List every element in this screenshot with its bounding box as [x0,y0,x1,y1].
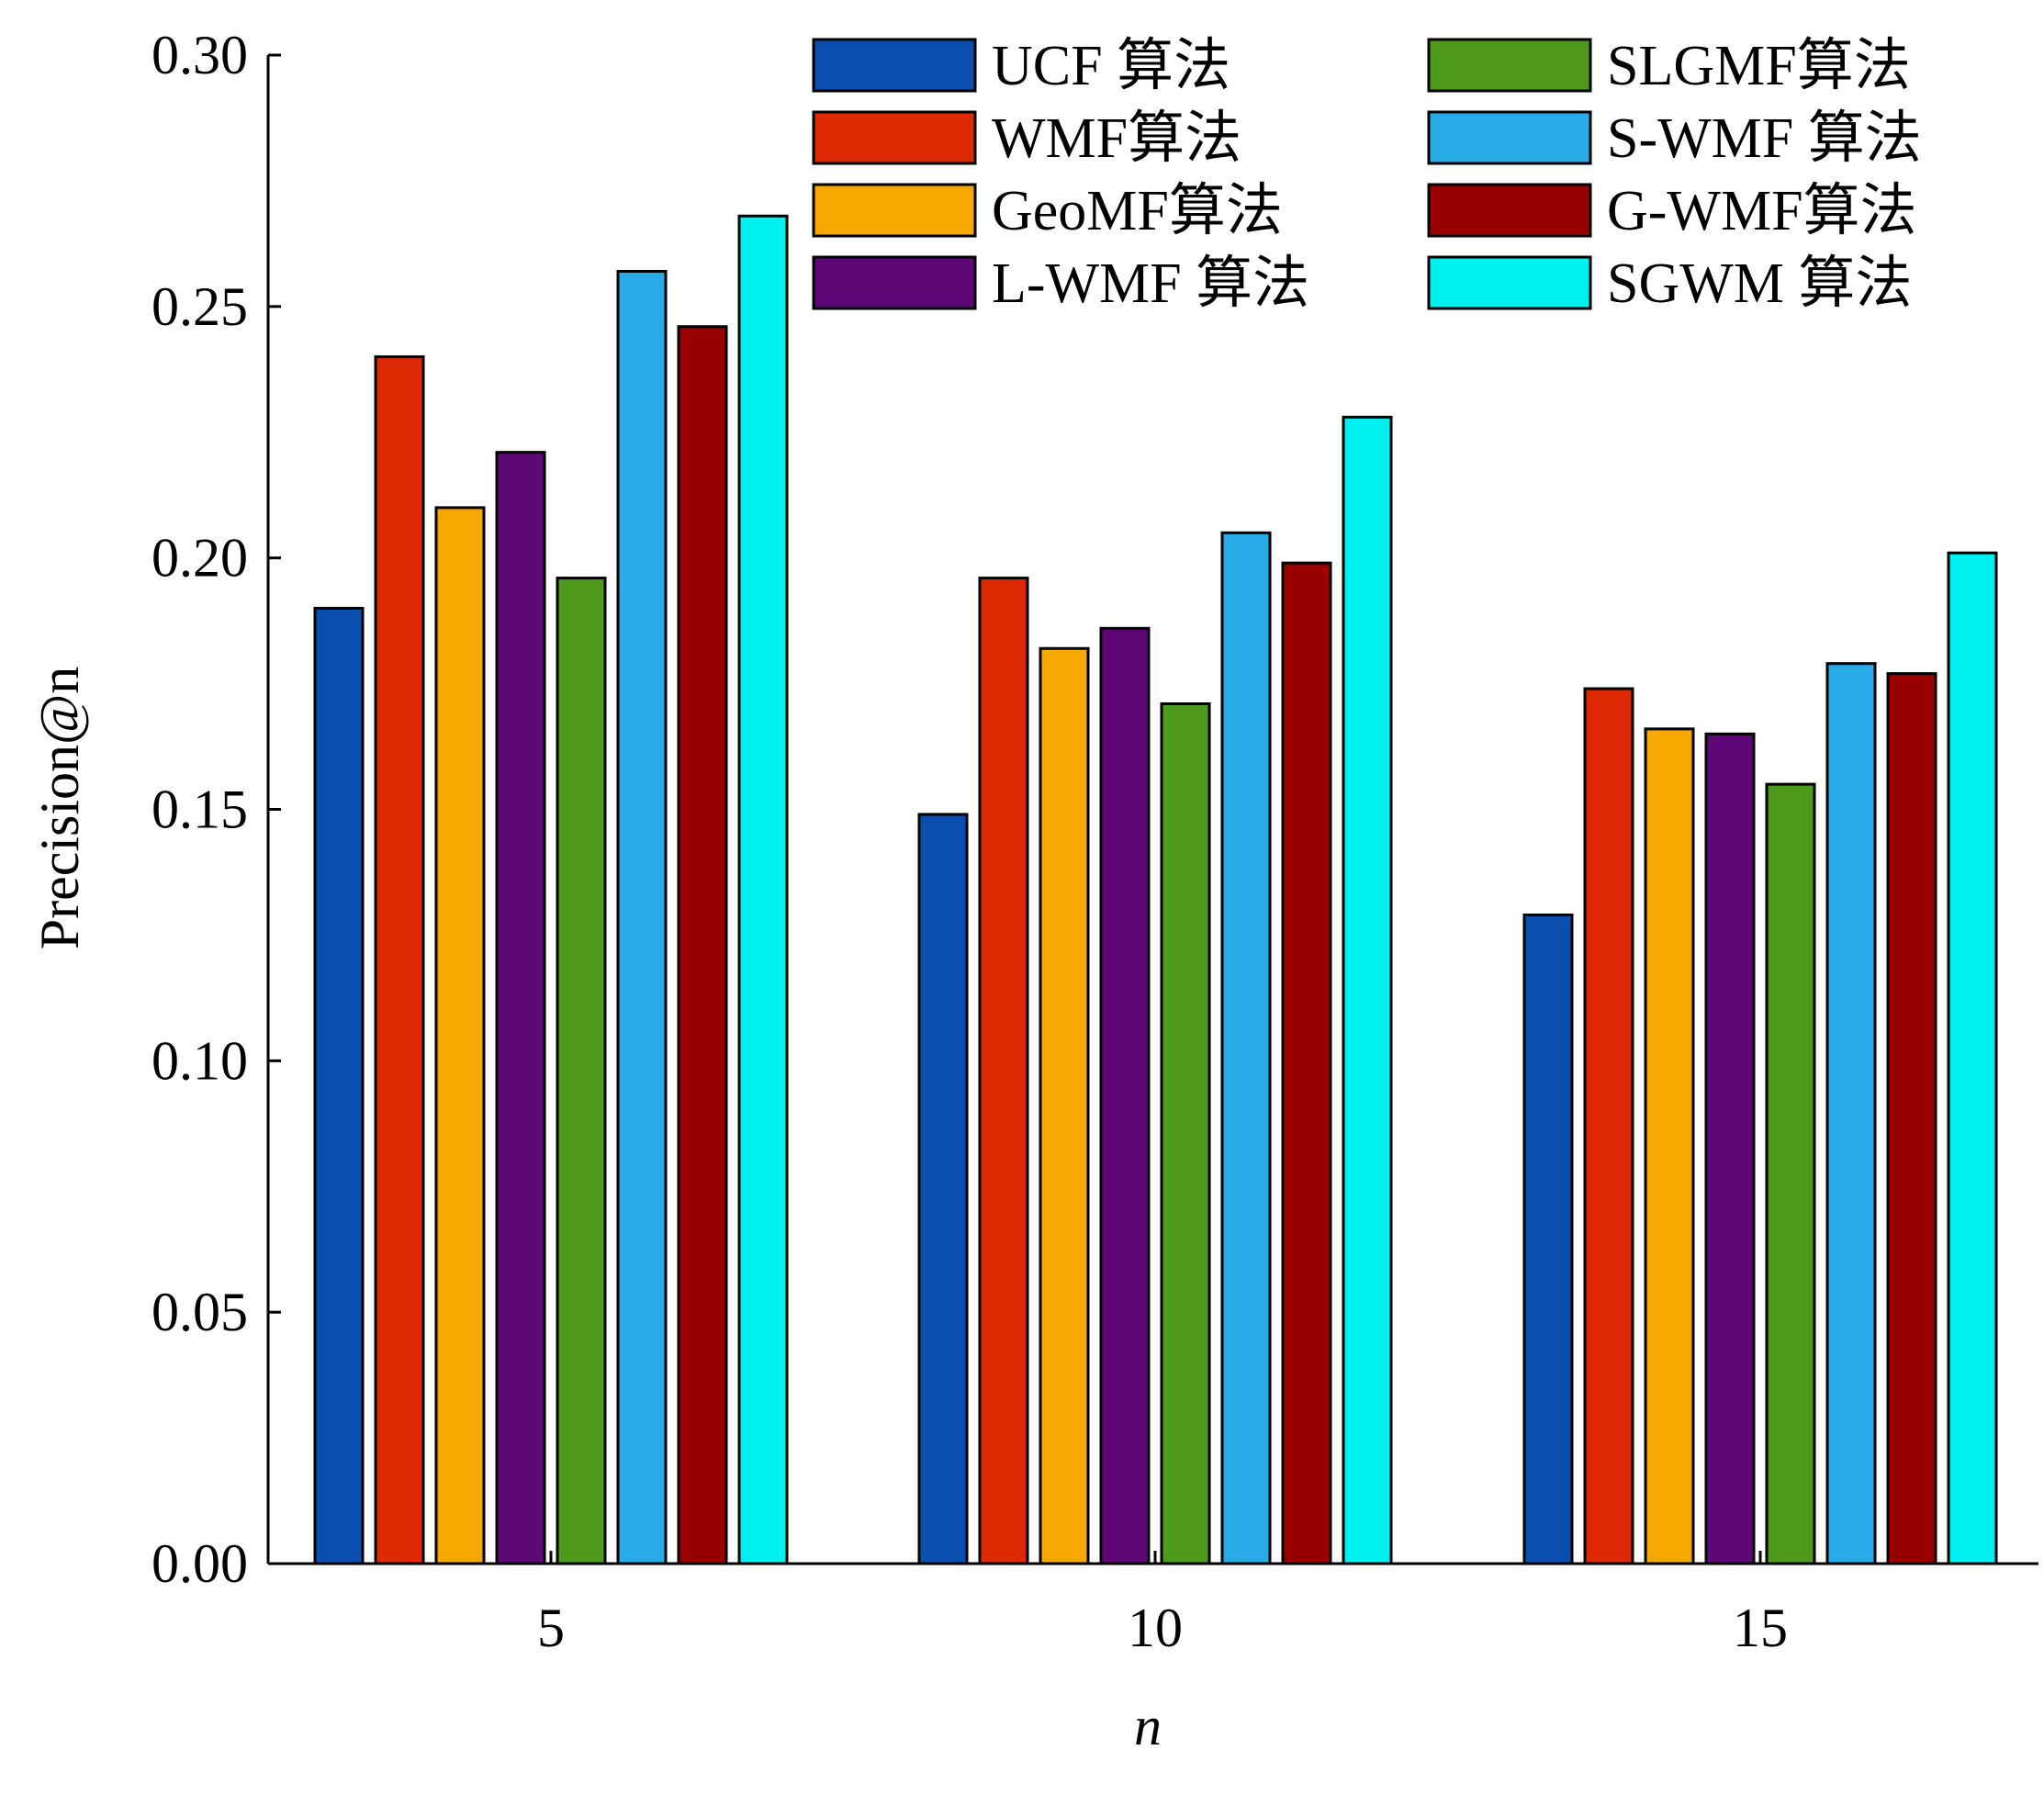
legend-swatch [1427,255,1592,310]
legend-item: S-WMF 算法 [1427,107,1922,170]
legend-label: SGWM 算法 [1607,252,1912,315]
legend-label: WMF算法 [992,107,1241,170]
bar [1583,687,1634,1565]
legend-label: SLGMF算法 [1607,35,1911,97]
x-tick-label: 15 [1733,1598,1788,1658]
bar [1765,782,1816,1565]
bar [495,451,546,1565]
bar [616,269,668,1565]
bar [556,577,607,1565]
legend-item: SGWM 算法 [1427,252,1912,315]
bar [917,813,969,1565]
x-tick-label: 10 [1128,1598,1183,1658]
y-tick-label: 0.25 [152,276,248,337]
legend-item: UCF 算法 [812,35,1230,97]
legend-label: G-WMF算法 [1607,180,1917,242]
y-ticks-group: 0.00 0.05 0.10 0.15 0.20 0.25 0.30 [152,25,281,1594]
bar [1039,646,1090,1565]
legend-swatch [812,255,977,310]
x-ticks-group: 5 10 15 [537,1551,1788,1658]
y-tick-label: 0.00 [152,1533,248,1594]
legend-swatch [1427,110,1592,165]
bar [737,214,789,1565]
bar [1160,701,1211,1565]
legend-item: WMF算法 [812,107,1241,170]
bars-group [313,214,1998,1565]
legend-swatch [1427,183,1592,238]
legend-label: L-WMF 算法 [992,252,1309,315]
bar [1522,914,1574,1565]
bar [1704,732,1756,1565]
x-tick-label: 5 [537,1598,565,1658]
bar [1281,561,1332,1565]
bar [978,577,1029,1565]
y-tick-label: 0.15 [152,780,248,840]
legend-label: S-WMF 算法 [1607,107,1922,170]
y-tick-label: 0.20 [152,528,248,589]
bar [434,506,486,1565]
legend-label: UCF 算法 [992,35,1230,97]
legend-item: GeoMF算法 [812,180,1283,242]
legend-item: L-WMF 算法 [812,252,1309,315]
bar [1099,626,1151,1565]
bar [1886,672,1937,1565]
bar [374,355,425,1565]
legend-item: SLGMF算法 [1427,35,1911,97]
legend-swatch [812,110,977,165]
bar [1644,727,1695,1565]
bar [1220,531,1272,1565]
legend-swatch [812,183,977,238]
bar [1342,415,1393,1565]
bar [313,606,365,1565]
bar [677,325,728,1565]
y-axis-label: Precision@n [29,667,90,950]
legend-label: GeoMF算法 [992,180,1283,242]
legend-swatch [812,38,977,93]
y-tick-label: 0.05 [152,1282,248,1342]
legend: UCF 算法 WMF算法 GeoMF算法 L-WMF 算法 SLGMF算法 S-WMF 算… [812,35,1922,315]
legend-swatch [1427,38,1592,93]
y-tick-label: 0.10 [152,1030,248,1091]
legend-item: G-WMF算法 [1427,180,1917,242]
y-tick-label: 0.30 [152,25,248,85]
bar [1825,662,1877,1565]
x-axis-label: n [1134,1696,1162,1756]
bar [1947,551,1998,1565]
